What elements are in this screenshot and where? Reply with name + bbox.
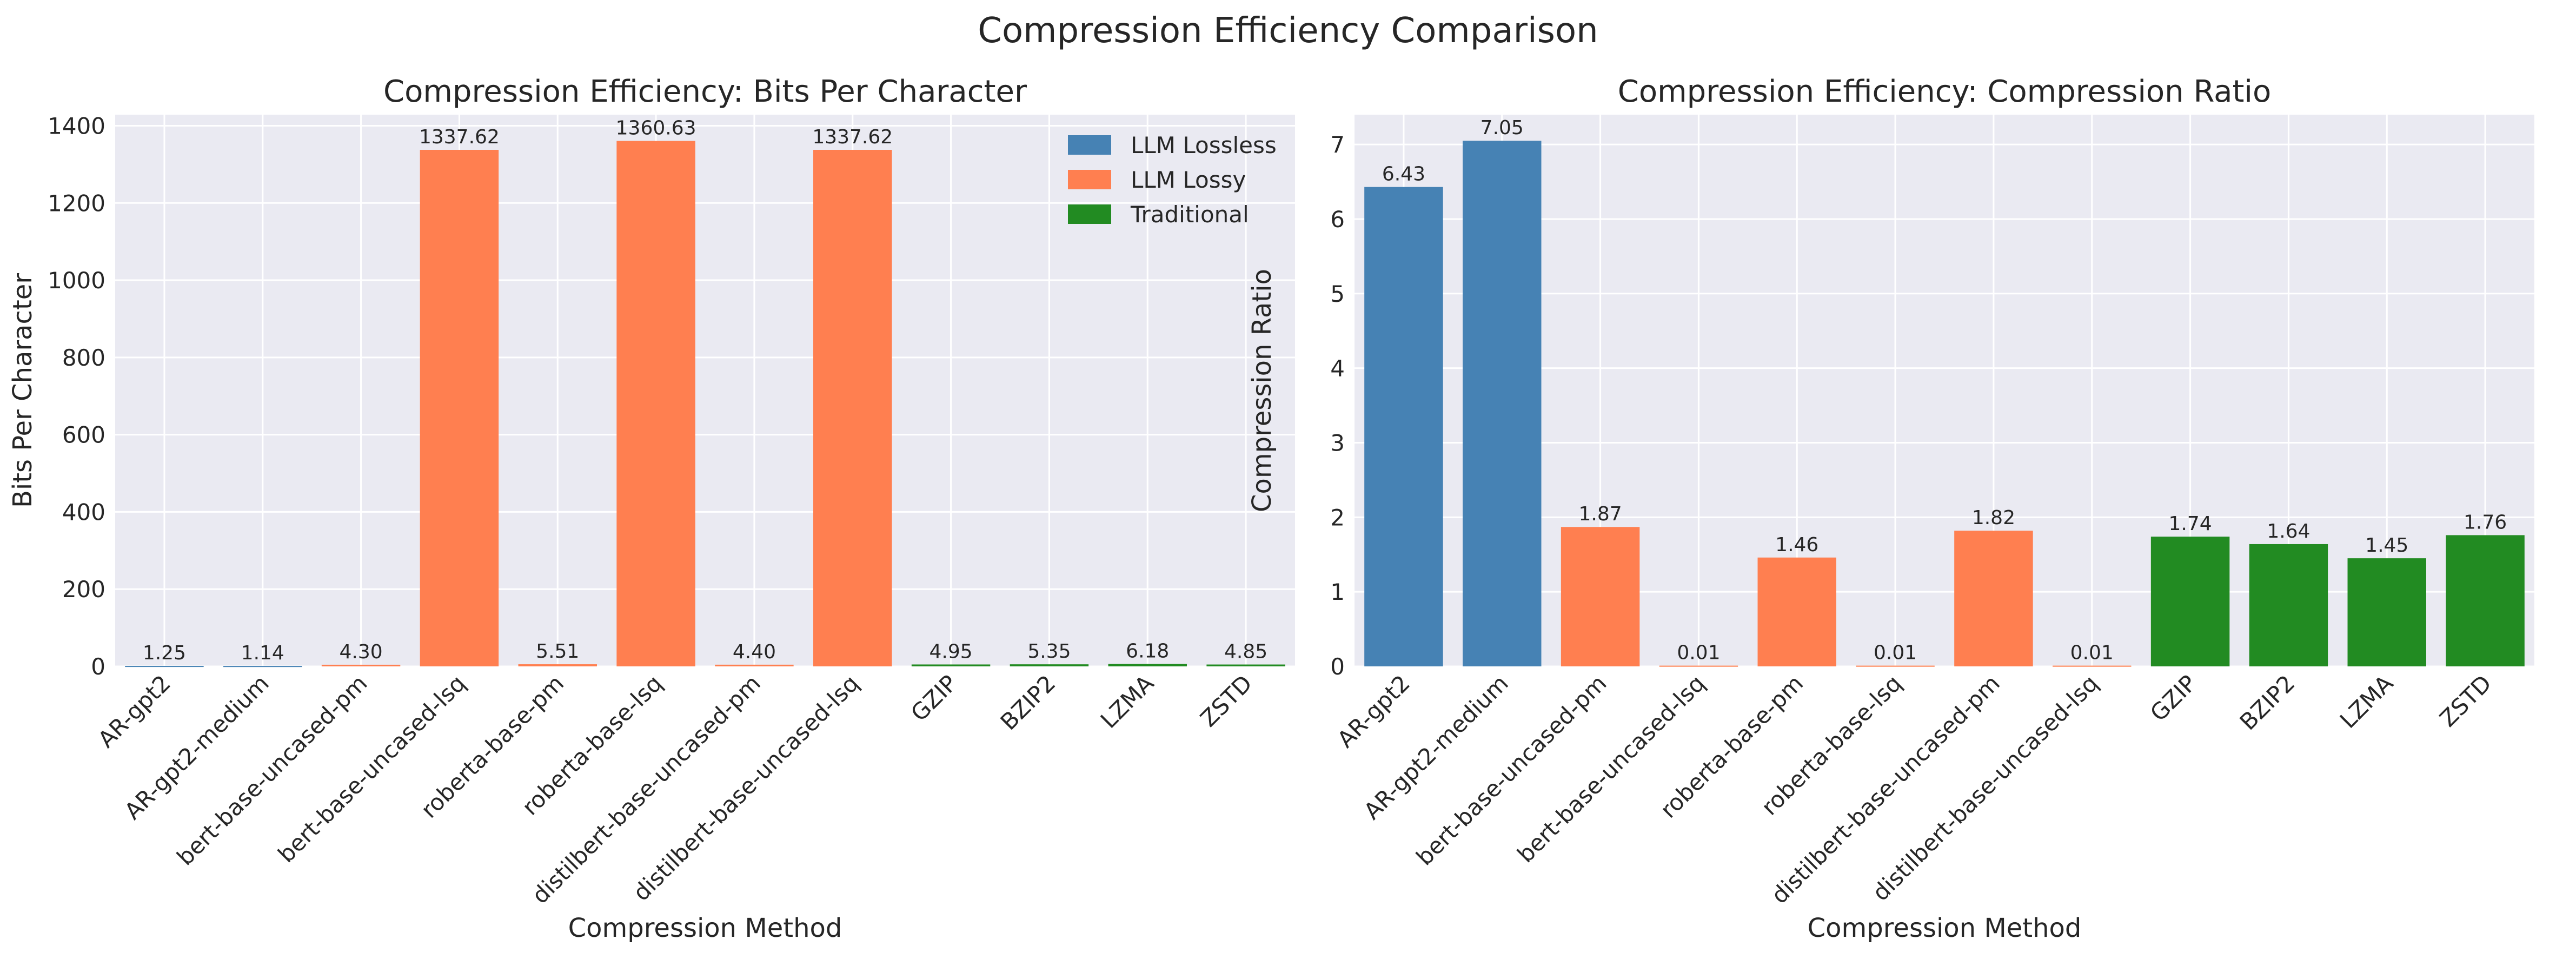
bpc-x-axis-label: Compression Method (568, 913, 842, 943)
ratio-y-tick-label: 4 (1330, 355, 1345, 382)
bpc-bar-1 (125, 666, 204, 667)
bpc-y-tick-label: 400 (62, 499, 105, 525)
bpc-x-tick-label: AR-gpt2 (93, 670, 176, 752)
bpc-y-tick-label: 800 (62, 345, 105, 371)
ratio-x-tick-label: bert-base-uncased-lsq (1512, 670, 1710, 868)
bpc-y-tick-label: 1400 (48, 113, 105, 139)
bpc-value-label: 1337.62 (812, 126, 893, 148)
bpc-bar-12 (1206, 664, 1285, 666)
bpc-plot-area (115, 115, 1295, 666)
ratio-bar-9 (2150, 537, 2230, 666)
ratio-y-tick-label: 2 (1330, 504, 1345, 531)
ratio-chart-title: Compression Efficiency: Compression Rati… (1618, 74, 2271, 109)
ratio-bar-1 (1364, 187, 1443, 666)
ratio-bar-7 (1954, 531, 2033, 666)
bpc-value-label: 4.85 (1224, 641, 1267, 663)
bpc-y-tick-label: 0 (91, 653, 105, 680)
bpc-bar-9 (911, 664, 991, 666)
bpc-value-label: 4.95 (930, 640, 973, 663)
legend-swatch-llm-lossy (1068, 170, 1111, 189)
ratio-value-label: 0.01 (1677, 642, 1720, 664)
ratio-y-tick-label: 0 (1330, 653, 1345, 680)
ratio-value-label: 1.82 (1972, 507, 2015, 529)
ratio-value-label: 1.87 (1579, 503, 1622, 525)
ratio-value-label: 1.45 (2365, 534, 2408, 557)
bpc-x-tick-label: bert-base-uncased-lsq (273, 670, 471, 868)
ratio-y-tick-label: 7 (1330, 131, 1345, 158)
bpc-value-label: 5.51 (536, 640, 579, 663)
bpc-y-tick-label: 200 (62, 576, 105, 603)
bpc-value-label: 4.30 (340, 641, 383, 663)
bpc-x-tick-label: GZIP (906, 670, 962, 726)
ratio-x-tick-label: GZIP (2145, 670, 2202, 726)
legend-swatch-llm-lossless (1068, 135, 1111, 155)
ratio-bar-2 (1463, 141, 1542, 666)
bpc-value-label: 5.35 (1027, 640, 1071, 663)
ratio-x-tick-label: BZIP2 (2235, 670, 2300, 735)
bpc-y-axis-label: Bits Per Character (8, 273, 38, 508)
ratio-bar-4 (1659, 665, 1738, 667)
bpc-bar-4 (420, 149, 499, 666)
ratio-bar-6 (1856, 665, 1935, 667)
legend-label-llm-lossless: LLM Lossless (1131, 132, 1277, 158)
ratio-value-label: 6.43 (1382, 163, 1425, 186)
bpc-value-label: 4.40 (733, 641, 776, 663)
legend-label-llm-lossy: LLM Lossy (1131, 167, 1246, 193)
bpc-y-tick-label: 1000 (48, 267, 105, 294)
bpc-bar-11 (1108, 664, 1187, 666)
bpc-bar-2 (223, 666, 302, 667)
bpc-x-tick-label: bert-base-uncased-pm (172, 670, 373, 870)
bpc-bar-6 (616, 141, 695, 666)
bpc-bar-3 (321, 664, 401, 666)
ratio-bar-3 (1561, 527, 1640, 666)
ratio-bar-11 (2347, 558, 2426, 666)
bpc-chart-title: Compression Efficiency: Bits Per Charact… (383, 74, 1027, 109)
bpc-value-label: 6.18 (1126, 640, 1169, 663)
bpc-x-tick-label: LZMA (1096, 670, 1159, 733)
ratio-value-label: 1.64 (2267, 520, 2310, 543)
bpc-legend: LLM Lossless LLM Lossy Traditional (1068, 132, 1277, 228)
legend-swatch-traditional (1068, 204, 1111, 224)
bpc-bar-7 (715, 664, 794, 666)
ratio-x-tick-label: ZSTD (2434, 670, 2497, 732)
ratio-y-tick-label: 3 (1330, 429, 1345, 456)
bpc-bar-8 (813, 149, 892, 666)
bpc-value-label: 1360.63 (616, 117, 696, 140)
ratio-value-label: 1.46 (1775, 534, 1818, 556)
ratio-y-axis-label: Compression Ratio (1247, 269, 1277, 512)
ratio-bar-8 (2053, 665, 2132, 667)
bpc-value-label: 1.25 (143, 642, 186, 664)
ratio-plot-area (1355, 115, 2534, 666)
bpc-chart-panel: 0 200 400 600 800 1000 1200 1400 1.25 1.14 4.30 133… (8, 74, 1295, 943)
bpc-x-tick-label: ZSTD (1195, 670, 1257, 732)
bpc-y-tick-label: 600 (62, 422, 105, 448)
figure-suptitle: Compression Efficiency Comparison (978, 11, 1598, 51)
ratio-value-label: 1.76 (2464, 511, 2507, 533)
ratio-value-label: 0.01 (2070, 642, 2114, 664)
ratio-chart-panel: 0 1 2 3 4 5 6 7 6.43 7.05 1.87 0.01 1.46 0.01 1.82 0.01… (1247, 74, 2534, 943)
ratio-x-axis-label: Compression Method (1808, 913, 2082, 943)
bpc-bar-5 (518, 664, 597, 666)
ratio-x-tick-label: bert-base-uncased-pm (1411, 670, 1612, 870)
ratio-y-tick-label: 5 (1330, 281, 1345, 307)
ratio-bar-10 (2249, 544, 2328, 666)
ratio-value-label: 7.05 (1480, 117, 1524, 139)
bpc-y-tick-label: 1200 (48, 190, 105, 216)
ratio-value-label: 1.74 (2169, 513, 2212, 535)
ratio-y-tick-label: 6 (1330, 206, 1345, 233)
ratio-x-tick-label: LZMA (2335, 670, 2399, 733)
bpc-value-label: 1337.62 (419, 126, 500, 148)
ratio-bar-12 (2446, 535, 2525, 666)
bpc-bar-10 (1010, 664, 1089, 666)
bpc-x-tick-label: BZIP2 (995, 670, 1061, 735)
bpc-value-label: 1.14 (241, 642, 284, 664)
ratio-value-label: 0.01 (1874, 642, 1917, 664)
ratio-x-tick-label: AR-gpt2 (1332, 670, 1415, 752)
ratio-y-tick-label: 1 (1330, 579, 1345, 605)
ratio-bar-5 (1757, 557, 1836, 666)
legend-label-traditional: Traditional (1130, 201, 1249, 228)
